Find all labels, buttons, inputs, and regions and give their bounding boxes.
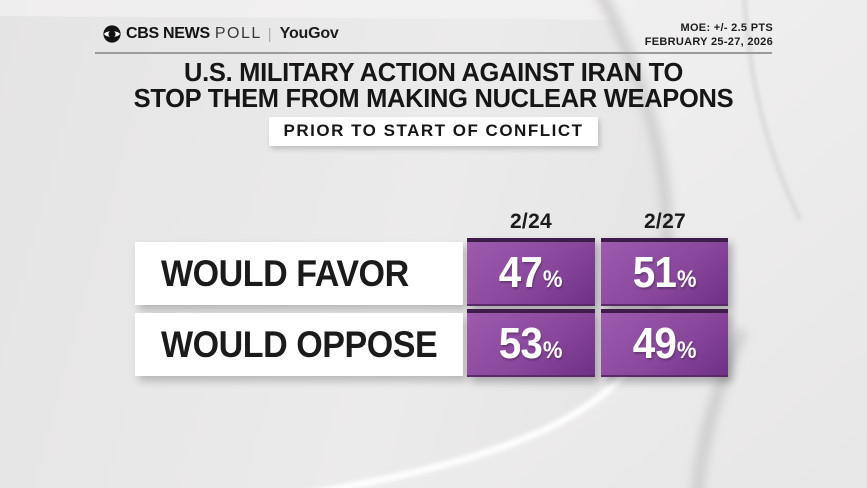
row-label-would-oppose: WOULD OPPOSE [135,313,463,376]
poll-title-line1: U.S. MILITARY ACTION AGAINST IRAN TO [183,57,684,87]
value-digits: 49 [632,319,677,368]
value-cell-favor-2-24: 47 % [467,238,595,306]
value-cell-oppose-2-24: 53 % [467,309,595,377]
poll-title: U.S. MILITARY ACTION AGAINST IRAN TO STO… [0,59,867,111]
column-header-2-27: 2/27 [643,210,687,233]
brand-divider: | [267,25,272,43]
percent-sign: % [543,337,563,364]
value-digits: 53 [499,319,543,368]
value-digits: 47 [499,248,543,297]
brand-lockup: CBS NEWS POLL | YouGov [103,25,339,43]
margin-of-error-text: MOE: +/- 2.5 PTS [680,22,773,34]
percent-sign: % [543,266,563,293]
subtitle-badge: PRIOR TO START OF CONFLICT [268,117,599,146]
poll-title-line2: STOP THEM FROM MAKING NUCLEAR WEAPONS [133,83,734,113]
value-cell-oppose-2-27: 49 % [601,309,728,377]
field-dates-text: FEBRUARY 25-27, 2026 [644,36,773,48]
value-cell-favor-2-27: 51 % [601,238,728,306]
row-label-text: WOULD FAVOR [161,252,409,294]
header-rule [95,52,772,54]
value-digits: 51 [632,248,677,297]
cbs-eye-icon [103,25,121,43]
percent-sign: % [676,337,697,364]
network-name: CBS NEWS [126,25,210,42]
poll-label: POLL [214,25,262,42]
poll-meta: MOE: +/- 2.5 PTS FEBRUARY 25-27, 2026 [645,21,773,49]
partner-name: YouGov [279,25,339,42]
row-label-would-favor: WOULD FAVOR [135,242,463,305]
row-label-text: WOULD OPPOSE [161,323,438,365]
column-header-2-24: 2/24 [509,210,553,233]
percent-sign: % [676,266,697,293]
